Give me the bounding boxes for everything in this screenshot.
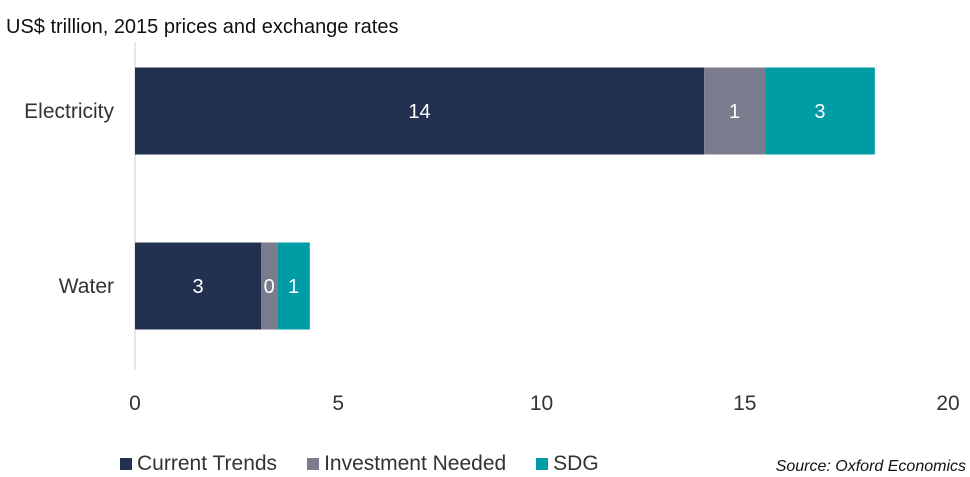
bar-water-current-trends xyxy=(135,242,262,330)
chart-subtitle: US$ trillion, 2015 prices and exchange r… xyxy=(6,16,399,38)
data-label: 3 xyxy=(192,276,203,298)
legend-label: Investment Needed xyxy=(324,452,507,475)
legend-swatch xyxy=(536,458,549,470)
chart-legend: Current Trends Investment Needed SDG xyxy=(120,452,629,476)
bar-electricity-investment-needed xyxy=(704,67,766,155)
bar-electricity-current-trends xyxy=(135,67,705,155)
legend-label: Current Trends xyxy=(137,452,278,475)
x-tick-label: 5 xyxy=(332,392,344,415)
bar-water-sdg xyxy=(277,242,310,330)
legend-swatch xyxy=(307,458,320,470)
legend-swatch xyxy=(120,458,132,470)
legend-item: SDG xyxy=(536,452,599,476)
data-label: 0 xyxy=(264,276,275,298)
legend-item: Investment Needed xyxy=(307,452,506,476)
data-label: 1 xyxy=(729,101,740,123)
data-label: 3 xyxy=(814,101,825,123)
data-label: 14 xyxy=(408,101,430,123)
legend-item: Current Trends xyxy=(120,452,277,476)
data-label: 1 xyxy=(288,276,299,298)
x-tick-label: 0 xyxy=(129,392,141,415)
legend-label: SDG xyxy=(553,452,599,475)
x-tick-label: 15 xyxy=(733,392,756,415)
source-note: Source: Oxford Economics xyxy=(775,458,966,475)
x-tick-label: 10 xyxy=(530,392,553,415)
bar-electricity-sdg xyxy=(765,67,875,155)
bar-water-investment-needed xyxy=(261,242,278,330)
category-label: Water xyxy=(59,275,114,298)
category-label: Electricity xyxy=(24,100,114,123)
x-tick-label: 20 xyxy=(936,392,959,415)
